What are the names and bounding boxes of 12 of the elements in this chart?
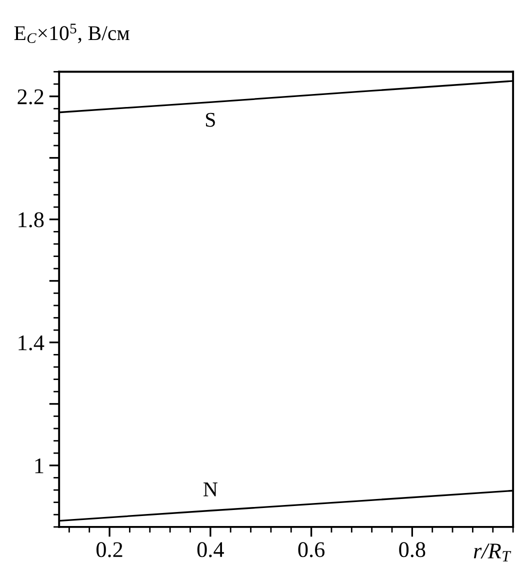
x-tick-label: 0.2: [96, 542, 122, 558]
y-tick-label: 2.2: [18, 89, 44, 104]
y-tick-label: 1.4: [18, 335, 44, 350]
x-tick-label: 0.6: [298, 542, 325, 558]
y-tick-label: 1: [35, 458, 44, 474]
x-tick-label: 0.8: [399, 542, 426, 558]
x-tick-label: 0.4: [197, 542, 224, 558]
y-axis-title: E$_{C}$×10$^{5}$, В/см: [14, 24, 130, 44]
series-label: N: [203, 482, 218, 496]
y-tick-label: 1.8: [18, 212, 44, 228]
series-label: S: [206, 112, 215, 127]
x-axis-title: r/R$_{T}$: [474, 544, 512, 562]
